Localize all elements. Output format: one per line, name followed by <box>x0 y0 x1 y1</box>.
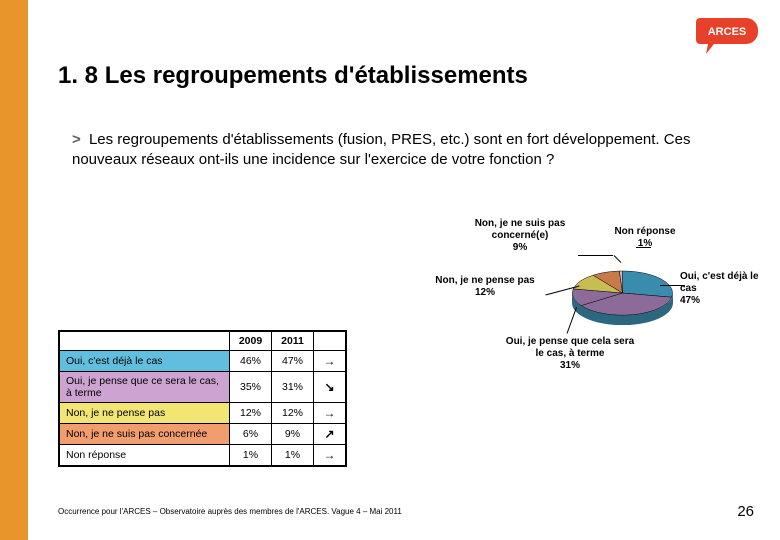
table-row: Oui, je pense que ce sera le cas, à term… <box>60 372 346 403</box>
table-header-row: 2009 2011 <box>60 332 346 351</box>
leader-line <box>636 247 651 248</box>
table-cell: 47% <box>272 351 314 372</box>
table-row: Non, je ne pense pas 12% 12% → <box>60 403 346 424</box>
table-cell: → <box>314 445 346 466</box>
leader-line <box>578 255 613 256</box>
table-cell: → <box>314 351 346 372</box>
table-cell: Oui, je pense que ce sera le cas, à term… <box>60 372 230 403</box>
table-cell: → <box>314 403 346 424</box>
table-cell: ↘ <box>314 372 346 403</box>
table-cell: 12% <box>230 403 272 424</box>
footer-text: Occurrence pour l'ARCES – Observatoire a… <box>58 507 402 516</box>
table-row: Non réponse 1% 1% → <box>60 445 346 466</box>
table-cell: 46% <box>230 351 272 372</box>
chevron-icon: > <box>72 131 81 148</box>
leader-line <box>614 255 622 263</box>
table-cell: 35% <box>230 372 272 403</box>
leader-line <box>660 285 685 286</box>
pie-label-1: Oui, je pense que cela serale cas, à ter… <box>485 336 655 372</box>
table-header-cell: 2011 <box>272 332 314 351</box>
table-row: Non, je ne suis pas concernée 6% 9% ↗ <box>60 424 346 445</box>
question-text: > Les regroupements d'établissements (fu… <box>72 130 740 171</box>
table-cell: Non réponse <box>60 445 230 466</box>
table-header-cell: 2009 <box>230 332 272 351</box>
logo: ARCES <box>696 18 758 56</box>
table-header-cell <box>60 332 230 351</box>
table-header-cell <box>314 332 346 351</box>
page-number: 26 <box>737 503 754 520</box>
table-cell: 1% <box>272 445 314 466</box>
table-cell: Non, je ne suis pas concernée <box>60 424 230 445</box>
data-table: 2009 2011 Oui, c'est déjà le cas 46% 47%… <box>58 330 347 467</box>
pie-label-2: Non, je ne pense pas12% <box>420 275 550 299</box>
pie-label-3: Non, je ne suis pasconcerné(e)9% <box>455 218 585 254</box>
pie-chart <box>570 265 675 325</box>
table-cell: ↗ <box>314 424 346 445</box>
table-cell: 12% <box>272 403 314 424</box>
logo-text: ARCES <box>708 26 747 38</box>
table-row: Oui, c'est déjà le cas 46% 47% → <box>60 351 346 372</box>
accent-bar <box>0 0 28 540</box>
table-cell: 6% <box>230 424 272 445</box>
table-cell: 9% <box>272 424 314 445</box>
table-cell: Non, je ne pense pas <box>60 403 230 424</box>
question-body: Les regroupements d'établissements (fusi… <box>72 131 690 168</box>
table-cell: Oui, c'est déjà le cas <box>60 351 230 372</box>
page-title: 1. 8 Les regroupements d'établissements <box>58 62 528 90</box>
table-cell: 1% <box>230 445 272 466</box>
pie-label-0: Oui, c'est déjà le cas47% <box>680 271 770 307</box>
table-cell: 31% <box>272 372 314 403</box>
